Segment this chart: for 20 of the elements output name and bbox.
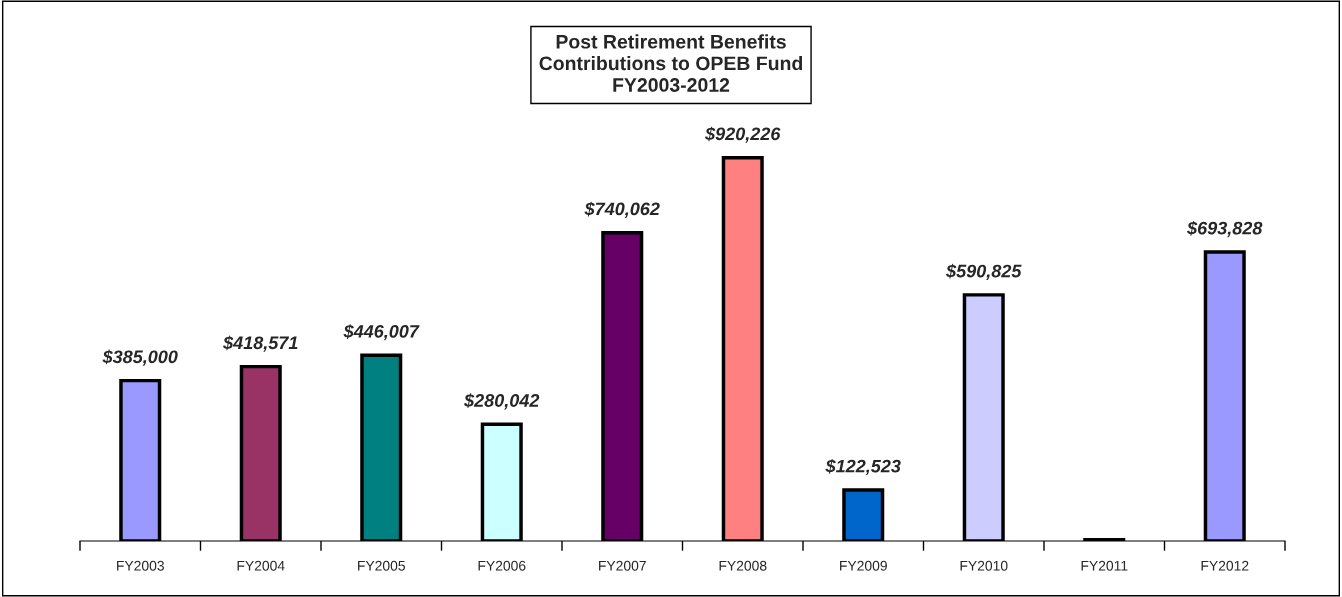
x-tick-label: FY2005 <box>358 560 405 571</box>
x-tick-label: FY2006 <box>478 560 526 571</box>
data-label: $740,062 <box>584 201 660 218</box>
x-tick-label: FY2009 <box>840 560 887 571</box>
x-tick-label: FY2004 <box>237 560 285 571</box>
x-tick-label: FY2003 <box>117 560 164 571</box>
data-label: $693,828 <box>1187 220 1263 238</box>
data-label: $418,571 <box>223 335 298 352</box>
data-label: $385,000 <box>102 349 178 366</box>
chart-title: Post Retirement Benefits Contributions to OPEB Fund FY2003-2012 <box>539 34 803 92</box>
x-tick-label: FY2012 <box>1201 560 1249 571</box>
data-label: $920,226 <box>705 126 781 143</box>
data-label: $280,042 <box>464 393 540 410</box>
data-label: $446,007 <box>343 324 420 341</box>
x-tick-label: FY2007 <box>599 560 646 571</box>
x-tick-label: FY2010 <box>960 560 1008 571</box>
data-label: $122,523 <box>825 458 901 476</box>
data-label: $590,825 <box>946 263 1022 281</box>
x-tick-label: FY2011 <box>1081 560 1128 571</box>
x-tick-label: FY2008 <box>719 560 767 571</box>
